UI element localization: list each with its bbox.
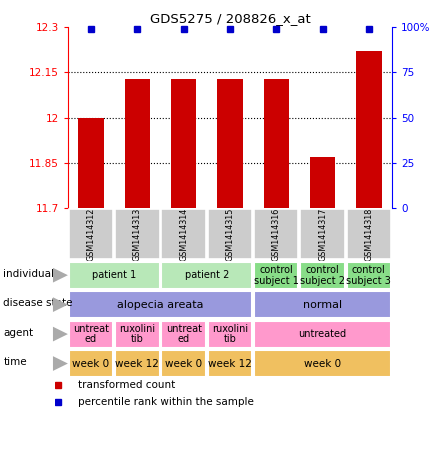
Text: agent: agent [4, 328, 34, 337]
Bar [356, 51, 381, 208]
Bar [300, 209, 345, 260]
Bar [254, 321, 391, 347]
Text: untreat
ed: untreat ed [166, 324, 201, 344]
Text: week 12: week 12 [115, 358, 159, 369]
Bar [115, 321, 159, 347]
Text: GSM1414313: GSM1414313 [133, 208, 142, 261]
Bar [171, 78, 196, 208]
Polygon shape [53, 327, 68, 342]
Text: time: time [4, 357, 27, 367]
Text: GSM1414317: GSM1414317 [318, 208, 327, 261]
Bar [208, 350, 252, 377]
Bar [162, 350, 206, 377]
Bar [208, 321, 252, 347]
Text: week 0: week 0 [165, 358, 202, 369]
Text: GSM1414315: GSM1414315 [226, 208, 234, 261]
Bar [208, 209, 252, 260]
Bar [264, 78, 289, 208]
Bar [69, 262, 159, 289]
Polygon shape [53, 268, 68, 283]
Text: GSM1414316: GSM1414316 [272, 208, 281, 261]
Bar [346, 209, 391, 260]
Text: control
subject 1: control subject 1 [254, 265, 299, 285]
Bar [115, 209, 159, 260]
Text: control
subject 2: control subject 2 [300, 265, 345, 285]
Bar [254, 262, 298, 289]
Bar [254, 291, 391, 318]
Bar [162, 209, 206, 260]
Bar [69, 321, 113, 347]
Text: untreat
ed: untreat ed [73, 324, 109, 344]
Bar [69, 350, 113, 377]
Bar [310, 157, 335, 208]
Bar [300, 262, 345, 289]
Text: control
subject 3: control subject 3 [346, 265, 391, 285]
Bar [69, 291, 252, 318]
Text: individual: individual [4, 269, 54, 279]
Text: ruxolini
tib: ruxolini tib [119, 324, 155, 344]
Bar [69, 209, 113, 260]
Bar [124, 78, 150, 208]
Text: GSM1414314: GSM1414314 [179, 208, 188, 261]
Text: percentile rank within the sample: percentile rank within the sample [78, 397, 254, 407]
Text: disease state: disease state [4, 298, 73, 308]
Bar [254, 209, 298, 260]
Bar [78, 118, 104, 208]
Text: ruxolini
tib: ruxolini tib [212, 324, 248, 344]
Bar [115, 350, 159, 377]
Text: untreated: untreated [298, 329, 346, 339]
Text: normal: normal [303, 299, 342, 310]
Bar [346, 262, 391, 289]
Text: week 0: week 0 [72, 358, 110, 369]
Title: GDS5275 / 208826_x_at: GDS5275 / 208826_x_at [149, 12, 311, 24]
Text: transformed count: transformed count [78, 380, 175, 390]
Text: alopecia areata: alopecia areata [117, 299, 204, 310]
Bar [254, 350, 391, 377]
Polygon shape [53, 356, 68, 371]
Text: week 12: week 12 [208, 358, 252, 369]
Text: GSM1414318: GSM1414318 [364, 208, 373, 261]
Text: patient 2: patient 2 [184, 270, 229, 280]
Polygon shape [53, 297, 68, 312]
Text: GSM1414312: GSM1414312 [87, 208, 95, 261]
Text: week 0: week 0 [304, 358, 341, 369]
Bar [162, 262, 252, 289]
Bar [162, 321, 206, 347]
Bar [217, 78, 243, 208]
Text: patient 1: patient 1 [92, 270, 136, 280]
